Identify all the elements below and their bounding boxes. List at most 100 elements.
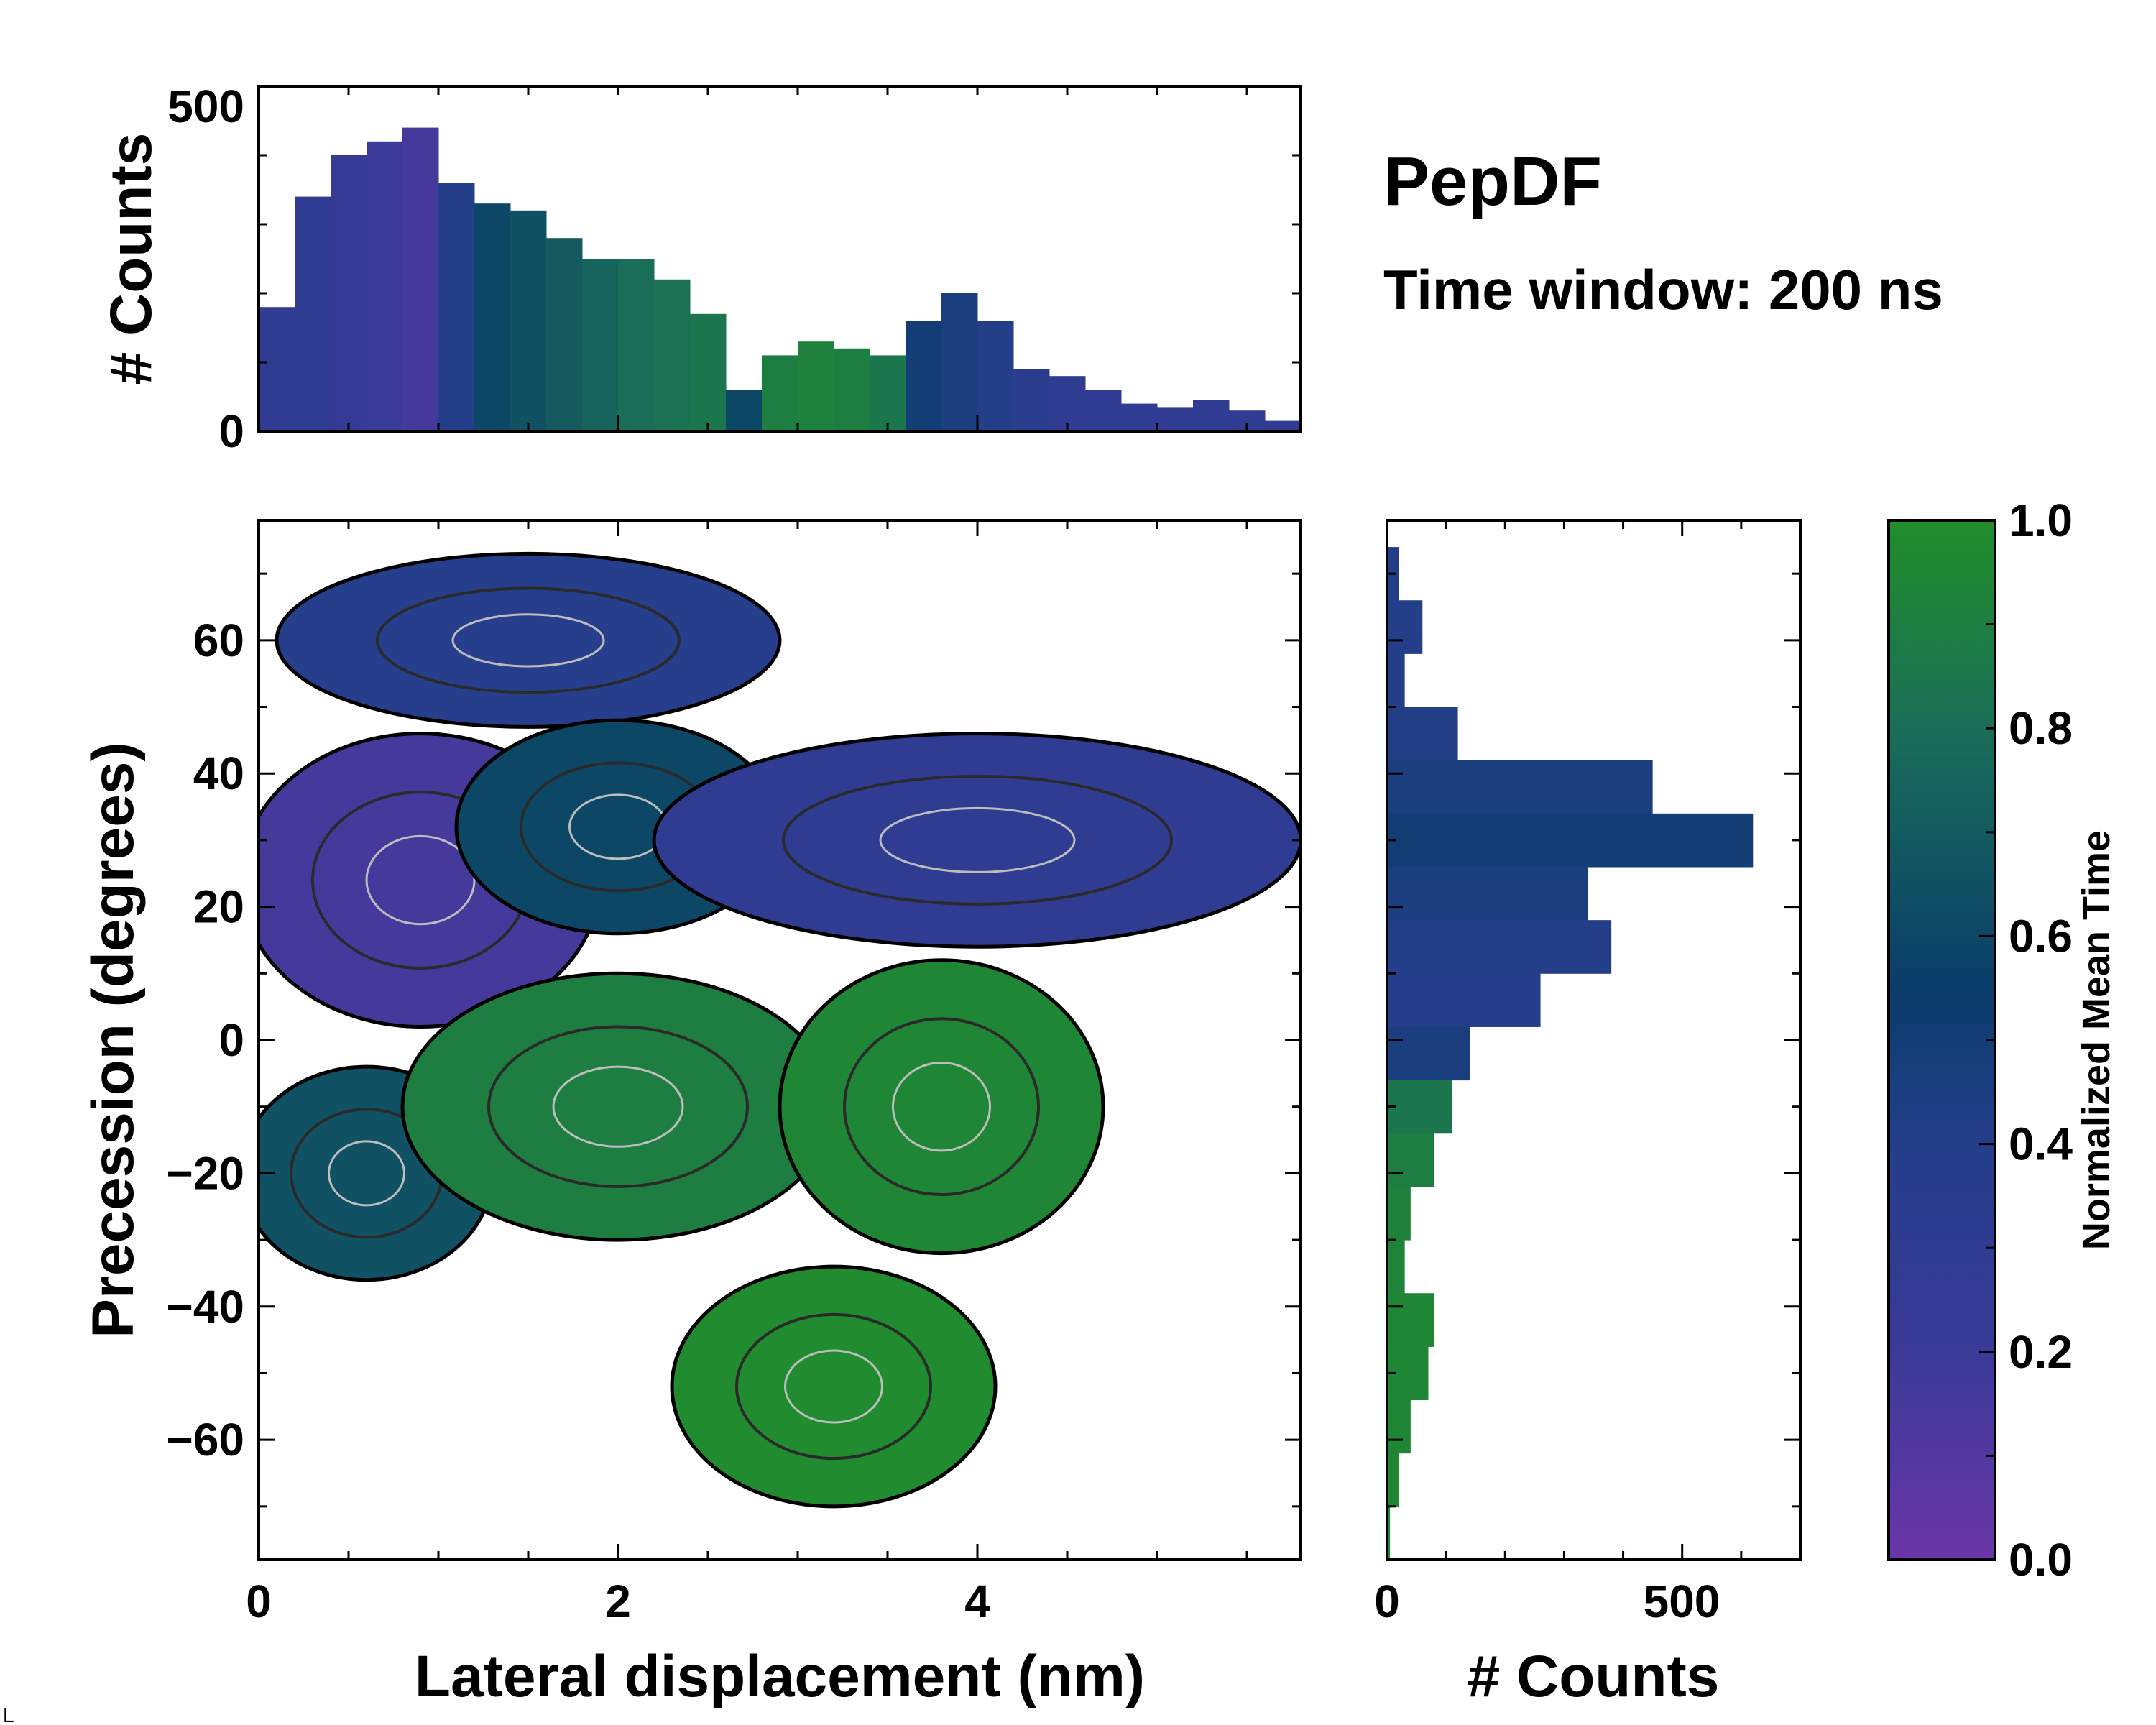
top-ytick-label: 0 xyxy=(218,405,244,457)
density-contour xyxy=(552,1065,684,1148)
density-contour xyxy=(451,613,605,668)
main-ylabel: Precession (degrees) xyxy=(80,742,146,1338)
top-histogram-bar xyxy=(906,321,942,431)
heatmap-regions xyxy=(259,551,1301,1509)
main-xtick-label: 4 xyxy=(964,1576,990,1627)
right-histogram-bar xyxy=(1387,867,1588,921)
colorbar-tick-label: 1.0 xyxy=(2009,494,2073,546)
right-histogram-bar xyxy=(1387,1186,1411,1241)
top-histogram-bar xyxy=(546,238,583,431)
right-xtick-label: 0 xyxy=(1374,1576,1400,1627)
right-histogram-bar xyxy=(1387,1080,1452,1134)
main-ytick-label: 20 xyxy=(193,881,244,933)
density-contour xyxy=(879,806,1076,873)
main-heatmap: 0 2 4 −60 −40 −20 0 20 40 60 Lateral displacemen… xyxy=(80,519,1302,1709)
top-ytick-label: 500 xyxy=(167,80,244,132)
right-histogram-bar xyxy=(1387,1026,1470,1081)
right-histogram-bar xyxy=(1387,920,1612,974)
density-contour xyxy=(376,586,681,694)
top-histogram-frame xyxy=(257,85,1302,433)
heatmap-region xyxy=(275,551,782,729)
top-histogram-bar xyxy=(690,313,727,431)
heatmap-region xyxy=(652,732,1301,949)
density-contour xyxy=(843,1017,1040,1197)
top-ylabel: # Counts xyxy=(98,133,164,385)
top-histogram-bar xyxy=(762,355,798,431)
right-histogram-bar xyxy=(1387,1240,1405,1294)
top-histogram-bar xyxy=(1193,400,1230,431)
top-histogram-bar xyxy=(870,355,906,431)
top-histogram-bar xyxy=(654,279,691,431)
top-histogram-bar xyxy=(331,155,367,431)
top-histogram-bar xyxy=(367,141,403,432)
right-histogram-ticks xyxy=(1386,520,1802,1560)
right-histogram-bar xyxy=(1387,653,1405,708)
top-histogram-bar xyxy=(1049,376,1086,431)
main-ytick-label: −20 xyxy=(166,1147,244,1199)
heatmap-region xyxy=(778,958,1105,1256)
top-histogram-bar xyxy=(977,321,1014,431)
top-histogram-bar xyxy=(834,348,870,431)
main-xtick-label: 0 xyxy=(246,1576,272,1627)
top-histogram-bar xyxy=(1085,390,1122,431)
top-histogram-bar xyxy=(1013,369,1050,431)
chart-title: PepDF xyxy=(1383,143,1602,220)
right-histogram-bar xyxy=(1387,1133,1434,1187)
right-histogram-bar xyxy=(1387,1293,1434,1347)
top-histogram-bar xyxy=(1157,407,1194,431)
colorbar-tick-label: 0.4 xyxy=(2009,1118,2073,1170)
colorbar-tick-label: 0.0 xyxy=(2009,1534,2073,1586)
top-histogram-bar xyxy=(474,203,511,431)
density-contour xyxy=(892,1062,991,1152)
right-histogram-bars xyxy=(1387,547,1754,1560)
right-histogram-bar xyxy=(1387,600,1423,654)
top-histogram-bar xyxy=(295,196,331,431)
right-histogram-bar xyxy=(1387,973,1541,1027)
main-xtick-label: 2 xyxy=(605,1576,631,1627)
top-histogram-bar xyxy=(941,293,978,431)
density-contour xyxy=(735,1312,932,1460)
density-contour xyxy=(784,1349,883,1424)
colorbar-gradient xyxy=(1887,519,1996,1561)
corner-mark: L xyxy=(3,1704,14,1725)
chart-subtitle: Time window: 200 ns xyxy=(1383,258,1943,321)
right-histogram: 0 500 # Counts xyxy=(1374,519,1802,1709)
main-xlabel: Lateral displacement (nm) xyxy=(415,1644,1145,1709)
top-histogram-bar xyxy=(798,341,834,431)
top-histogram: 0 500 # Counts xyxy=(98,80,1302,457)
top-histogram-bar xyxy=(1265,420,1302,431)
heatmap-region xyxy=(400,971,836,1242)
right-histogram-bar xyxy=(1387,1506,1391,1560)
top-histogram-bar xyxy=(618,259,655,431)
top-histogram-bar xyxy=(582,259,619,431)
top-histogram-bars xyxy=(259,127,1302,432)
colorbar-tick-label: 0.8 xyxy=(2009,702,2073,754)
top-histogram-bar xyxy=(402,127,439,431)
top-histogram-bar xyxy=(510,210,547,431)
colorbar-tick-label: 0.6 xyxy=(2009,910,2073,962)
main-ytick-label: 40 xyxy=(193,748,244,799)
top-histogram-bar xyxy=(438,183,475,431)
right-histogram-bar xyxy=(1387,1399,1411,1454)
colorbar-tick-label: 0.2 xyxy=(2009,1326,2073,1378)
top-histogram-ticks xyxy=(257,85,1301,433)
right-histogram-bar xyxy=(1387,813,1754,868)
main-ytick-label: 60 xyxy=(193,615,244,666)
density-contour xyxy=(782,774,1173,906)
main-ytick-label: −60 xyxy=(166,1414,244,1466)
right-histogram-bar xyxy=(1387,1453,1399,1507)
main-ytick-label: 0 xyxy=(218,1014,244,1066)
main-xtick-labels: 0 2 4 xyxy=(246,1576,990,1627)
right-histogram-bar xyxy=(1387,760,1653,814)
density-contour xyxy=(487,1025,749,1188)
top-histogram-bar xyxy=(726,390,763,431)
colorbar-ticks xyxy=(1979,519,1995,1561)
right-xlabel: # Counts xyxy=(1468,1644,1720,1709)
right-xtick-label: 500 xyxy=(1644,1576,1720,1627)
colorbar-label: Normalized Mean Time xyxy=(2075,830,2118,1250)
density-contour xyxy=(328,1140,405,1207)
main-ytick-labels: −60 −40 −20 0 20 40 60 xyxy=(166,615,244,1466)
main-ytick-label: −40 xyxy=(166,1281,244,1333)
colorbar-tick-labels: 0.0 0.2 0.4 0.6 0.8 1.0 xyxy=(2009,494,2073,1586)
